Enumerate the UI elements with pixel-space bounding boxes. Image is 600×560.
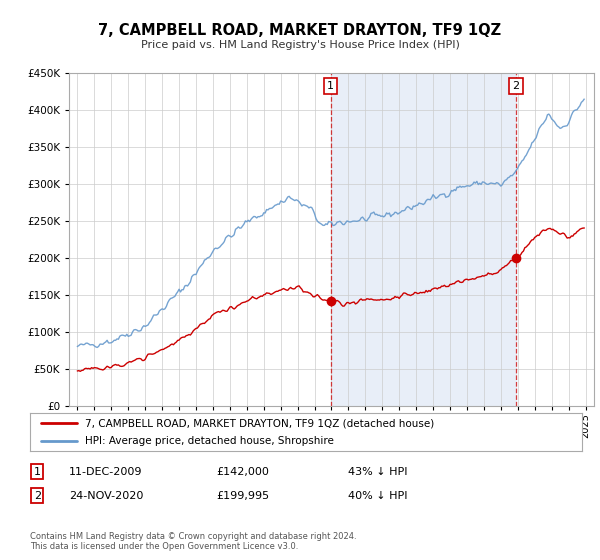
Text: 1: 1	[34, 466, 41, 477]
Text: HPI: Average price, detached house, Shropshire: HPI: Average price, detached house, Shro…	[85, 436, 334, 446]
Text: Price paid vs. HM Land Registry's House Price Index (HPI): Price paid vs. HM Land Registry's House …	[140, 40, 460, 50]
Text: 40% ↓ HPI: 40% ↓ HPI	[348, 491, 407, 501]
Text: 2: 2	[34, 491, 41, 501]
Text: 2: 2	[512, 81, 520, 91]
Text: 1: 1	[327, 81, 334, 91]
Text: This data is licensed under the Open Government Licence v3.0.: This data is licensed under the Open Gov…	[30, 542, 298, 551]
Text: 7, CAMPBELL ROAD, MARKET DRAYTON, TF9 1QZ (detached house): 7, CAMPBELL ROAD, MARKET DRAYTON, TF9 1Q…	[85, 418, 434, 428]
Text: 7, CAMPBELL ROAD, MARKET DRAYTON, TF9 1QZ: 7, CAMPBELL ROAD, MARKET DRAYTON, TF9 1Q…	[98, 24, 502, 38]
Text: 24-NOV-2020: 24-NOV-2020	[69, 491, 143, 501]
Text: £199,995: £199,995	[216, 491, 269, 501]
Bar	[331, 73, 516, 406]
Text: 11-DEC-2009: 11-DEC-2009	[69, 466, 143, 477]
Text: £142,000: £142,000	[216, 466, 269, 477]
Text: 43% ↓ HPI: 43% ↓ HPI	[348, 466, 407, 477]
Text: Contains HM Land Registry data © Crown copyright and database right 2024.: Contains HM Land Registry data © Crown c…	[30, 532, 356, 541]
